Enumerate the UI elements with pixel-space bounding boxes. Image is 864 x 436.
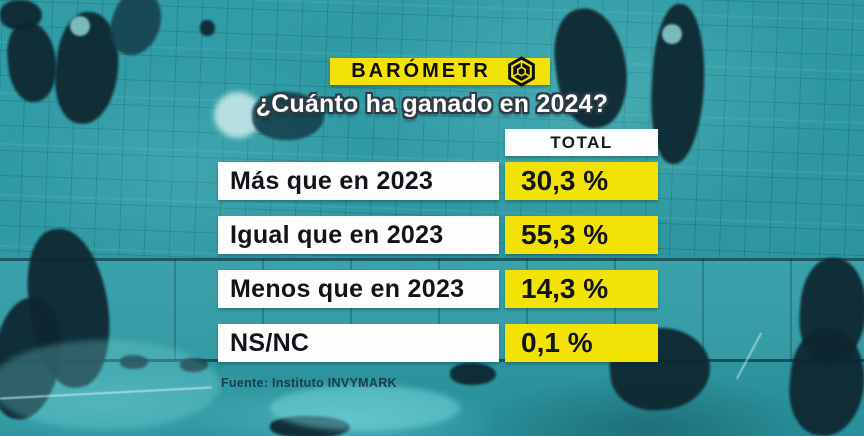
hexagon-nut-icon	[508, 56, 535, 87]
pedestrian-figure	[180, 358, 208, 372]
source-credit: Fuente: Instituto INVYMARK	[221, 376, 397, 390]
light-patch	[0, 340, 220, 430]
table-row: Menos que en 2023 14,3 %	[218, 270, 660, 308]
row-label: NS/NC	[218, 324, 499, 362]
row-label: Igual que en 2023	[218, 216, 499, 254]
survey-question-title: ¿Cuánto ha ganado en 2024?	[255, 90, 609, 118]
pedestrian-figure	[252, 92, 324, 140]
barometro-logo: BARÓMETR	[330, 56, 550, 87]
pedestrian-figure	[200, 20, 215, 36]
column-header-total: TOTAL	[505, 129, 658, 156]
row-label: Menos que en 2023	[218, 270, 499, 308]
pedestrian-head	[662, 24, 682, 44]
pedestrian-head	[70, 16, 90, 36]
row-value: 0,1 %	[505, 324, 658, 362]
results-table: TOTAL Más que en 2023 30,3 % Igual que e…	[218, 129, 660, 363]
row-label: Más que en 2023	[218, 162, 499, 200]
pedestrian-figure	[120, 355, 148, 369]
row-value: 14,3 %	[505, 270, 658, 308]
table-row: Igual que en 2023 55,3 %	[218, 216, 660, 254]
lower-pavement	[0, 362, 864, 436]
pedestrian-figure	[450, 363, 496, 385]
light-patch	[270, 385, 460, 431]
table-row: NS/NC 0,1 %	[218, 324, 660, 362]
row-value: 30,3 %	[505, 162, 658, 200]
table-row: Más que en 2023 30,3 %	[218, 162, 660, 200]
pedestrian-figure	[270, 416, 350, 436]
row-value: 55,3 %	[505, 216, 658, 254]
logo-text: BARÓMETR	[351, 60, 491, 82]
